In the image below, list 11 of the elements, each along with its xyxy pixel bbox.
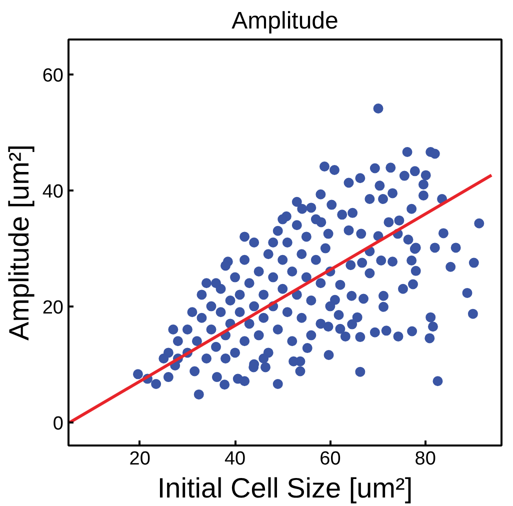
x-tick-label: 40 <box>224 448 246 470</box>
x-tick-label: 20 <box>129 448 150 470</box>
y-tick-label: 60 <box>42 65 64 86</box>
y-tick-label: 20 <box>42 297 64 318</box>
x-axis-title: Initial Cell Size [um²] <box>157 472 413 504</box>
y-axis-title: Amplitude [um²] <box>3 144 34 341</box>
chart-title: Amplitude <box>232 8 338 34</box>
x-tick-label: 60 <box>320 448 341 470</box>
x-tick-label: 80 <box>414 448 436 470</box>
y-tick-label: 40 <box>42 181 64 202</box>
y-tick-label: 0 <box>52 413 64 434</box>
